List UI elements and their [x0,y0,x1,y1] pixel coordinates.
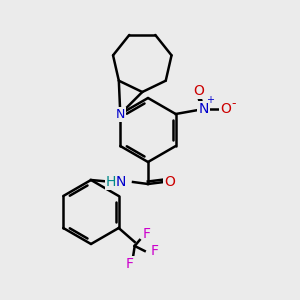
Text: +: + [206,95,214,105]
Text: H: H [106,175,116,189]
Text: N: N [116,107,125,121]
Text: F: F [151,244,159,258]
Text: H: H [106,175,116,189]
Text: O: O [193,84,204,98]
Text: O: O [165,175,176,189]
Text: F: F [143,227,151,241]
Text: -: - [232,98,236,110]
Text: N: N [116,175,126,189]
Text: N: N [199,102,209,116]
Text: F: F [126,257,134,271]
Text: N: N [116,175,126,189]
Text: O: O [220,102,231,116]
